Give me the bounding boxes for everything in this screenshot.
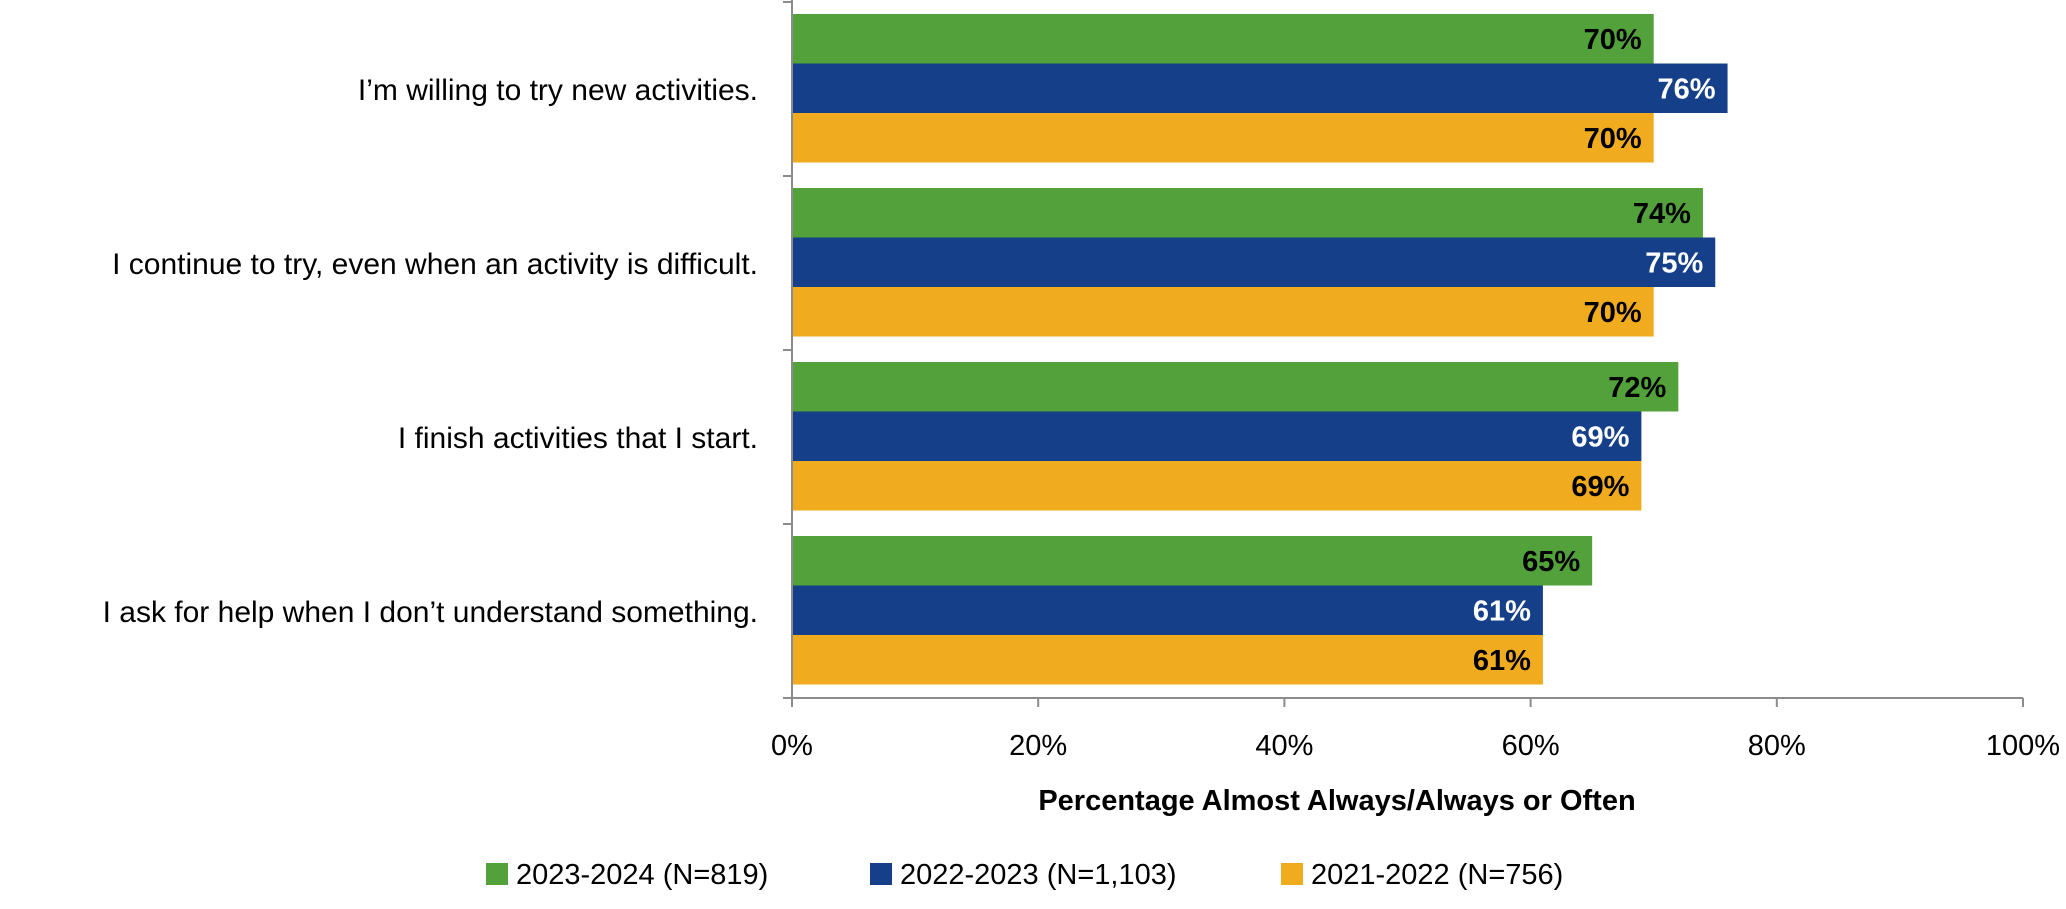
bar-2-1: [792, 63, 1728, 113]
bar-1-2: [792, 188, 1703, 238]
data-label: 70%: [1584, 123, 1642, 155]
data-label: 65%: [1522, 546, 1580, 578]
bar-1-3: [792, 362, 1679, 412]
data-label: 74%: [1633, 198, 1691, 230]
x-tick-label: 0%: [771, 730, 813, 762]
bars-group: [792, 14, 1728, 685]
legend-swatch: [486, 863, 508, 885]
axes-group: [783, 0, 2024, 707]
labels-group: 70% 76% 70% I’m willing to try new activiti…: [103, 24, 2060, 762]
bar-2-3: [792, 411, 1642, 461]
data-label: 69%: [1571, 471, 1629, 503]
data-label: 76%: [1658, 73, 1716, 105]
bar-3-2: [792, 287, 1654, 337]
legend-item-3: 2021-2022 (N=756): [1281, 859, 1563, 891]
data-label: 70%: [1584, 297, 1642, 329]
category-label: I continue to try, even when an activity…: [112, 248, 758, 281]
data-label: 75%: [1645, 247, 1703, 279]
bar-3-1: [792, 113, 1654, 163]
bar-3-4: [792, 635, 1543, 685]
x-tick-label: 60%: [1502, 730, 1560, 762]
legend-swatch: [870, 863, 892, 885]
data-label: 61%: [1473, 595, 1531, 627]
legend-label: 2021-2022 (N=756): [1311, 859, 1563, 891]
bar-2-4: [792, 585, 1543, 635]
category-label: I’m willing to try new activities.: [358, 74, 758, 107]
bar-1-1: [792, 14, 1654, 64]
category-label: I ask for help when I don’t understand s…: [103, 596, 758, 629]
legend-item-1: 2023-2024 (N=819): [486, 859, 768, 891]
data-label: 69%: [1571, 421, 1629, 453]
legend: 2023-2024 (N=819) 2022-2023 (N=1,103) 2021…: [486, 859, 1563, 891]
legend-item-2: 2022-2023 (N=1,103): [870, 859, 1177, 891]
bar-2-2: [792, 237, 1716, 287]
data-label: 70%: [1584, 24, 1642, 56]
legend-swatch: [1281, 863, 1303, 885]
x-tick-label: 100%: [1986, 730, 2060, 762]
legend-label: 2023-2024 (N=819): [516, 859, 768, 891]
data-label: 61%: [1473, 645, 1531, 677]
data-label: 72%: [1608, 372, 1666, 404]
bar-3-3: [792, 461, 1642, 511]
x-tick-label: 40%: [1255, 730, 1313, 762]
legend-label: 2022-2023 (N=1,103): [900, 859, 1177, 891]
x-tick-label: 80%: [1748, 730, 1806, 762]
x-tick-label: 20%: [1009, 730, 1067, 762]
bar-1-4: [792, 536, 1593, 586]
category-label: I finish activities that I start.: [398, 422, 758, 455]
x-axis-title: Percentage Almost Always/Always or Often: [1038, 785, 1635, 817]
